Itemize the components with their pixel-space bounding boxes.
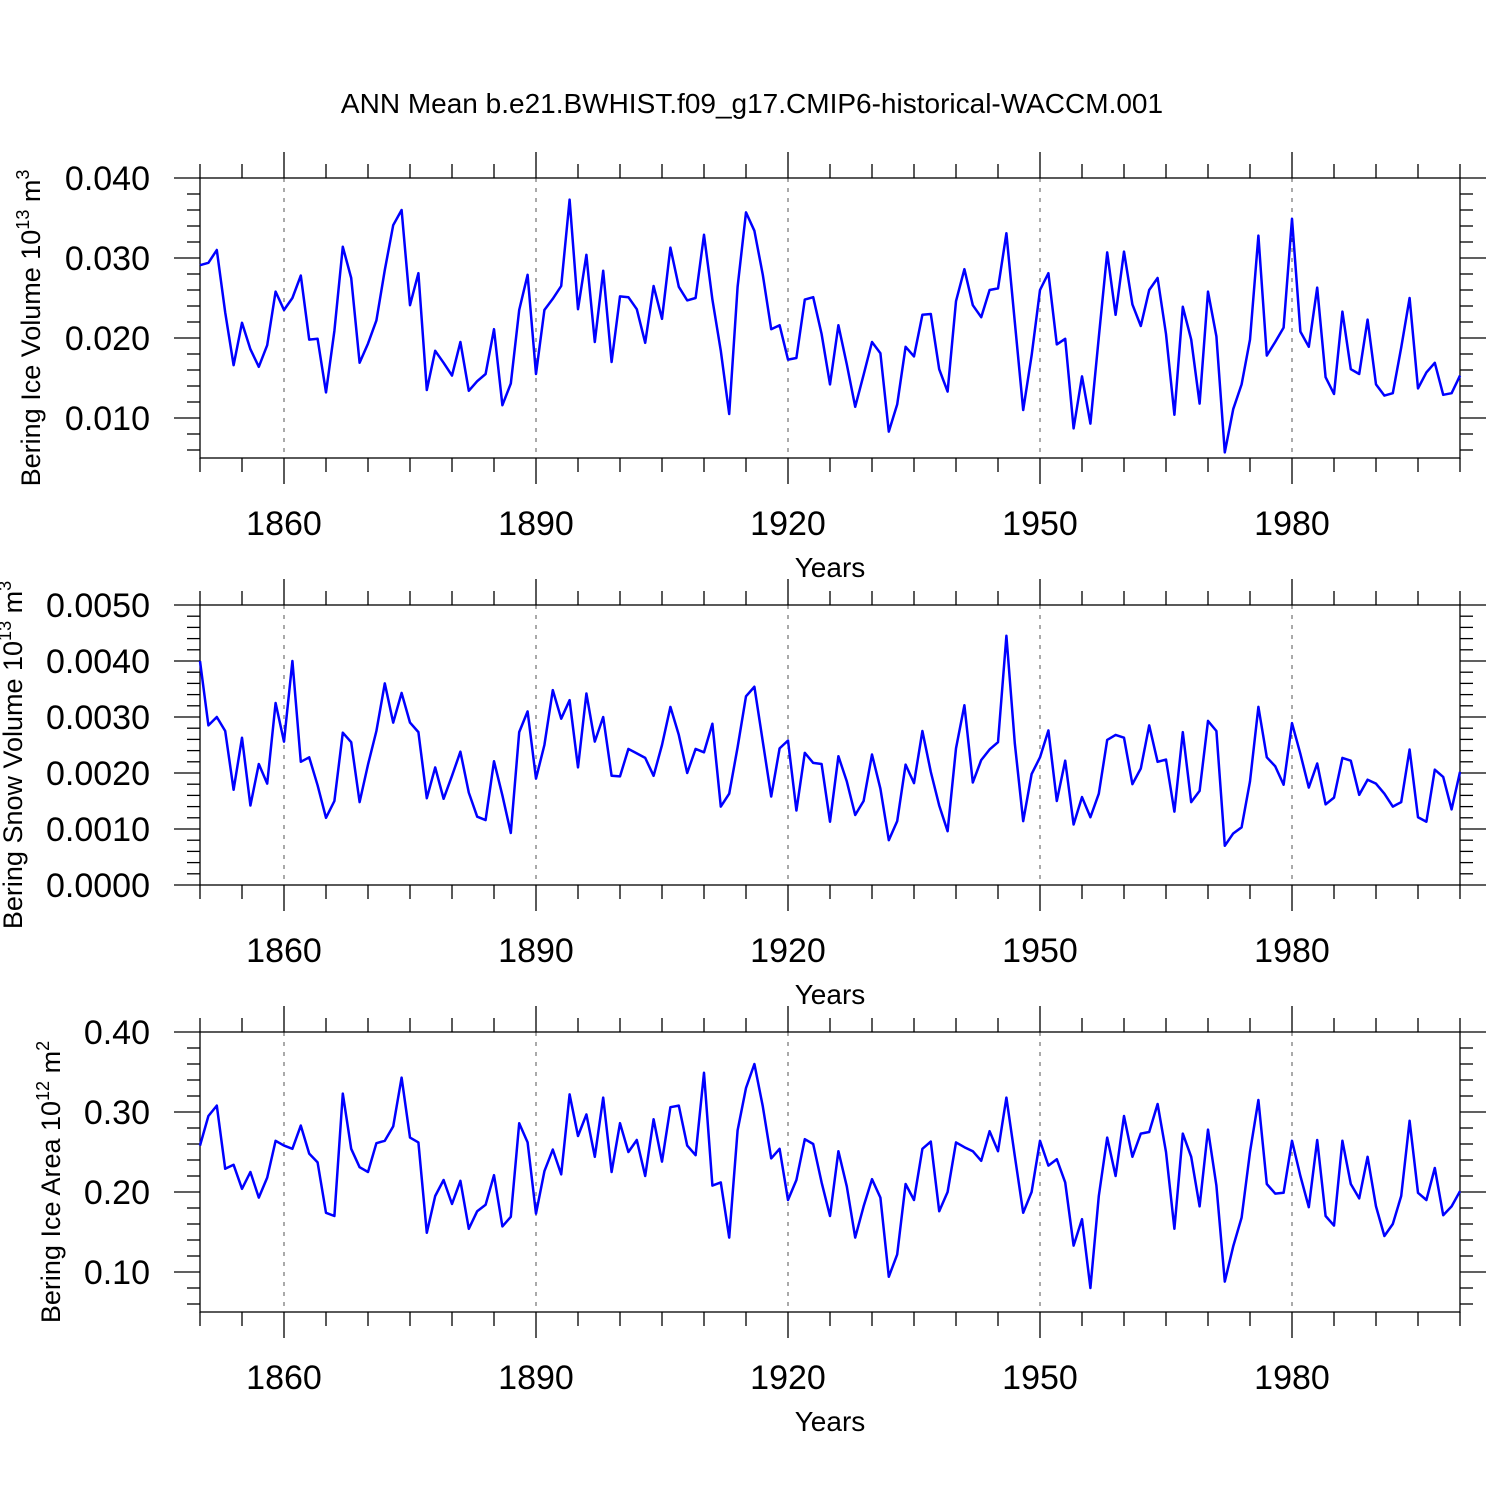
y-axis-label: Bering Snow Volume 1013 m3: [0, 581, 28, 929]
x-axis-label: Years: [795, 1406, 866, 1437]
y-tick-label: 0.0020: [46, 755, 150, 793]
plot-frame: [199, 177, 1461, 459]
y-tick-label: 0.0000: [46, 867, 150, 905]
panel-3: 0.10 0.20 0.30 0.40 1860 1890 1920 1950 1980 Year…: [33, 1006, 1486, 1437]
x-tick-label: 1920: [750, 505, 826, 543]
x-tick-label: 1950: [1002, 1359, 1078, 1397]
panel-1: 0.010 0.020 0.030 0.040 1860 1890 1920 1950 1980…: [13, 152, 1486, 583]
x-tick-label: 1860: [246, 932, 322, 970]
chart-title: ANN Mean b.e21.BWHIST.f09_g17.CMIP6-hist…: [341, 88, 1163, 119]
y-tick-label: 0.10: [84, 1254, 150, 1292]
x-tick-label: 1860: [246, 1359, 322, 1397]
plot-frame: [199, 1031, 1461, 1313]
x-tick-label: 1980: [1254, 1359, 1330, 1397]
y-tick-label: 0.030: [65, 240, 150, 278]
series-line-bering-snow-volume: [198, 634, 1462, 848]
panel-2: 0.0000 0.0010 0.0020 0.0030 0.0040 0.0050 1860…: [0, 579, 1486, 1010]
x-tick-label: 1890: [498, 932, 574, 970]
y-tick-label: 0.040: [65, 160, 150, 198]
x-tick-label: 1890: [498, 1359, 574, 1397]
y-tick-label: 0.0050: [46, 587, 150, 625]
y-tick-label: 0.20: [84, 1174, 150, 1212]
y-axis-label: Bering Ice Volume 1013 m3: [13, 170, 46, 487]
x-tick-label: 1920: [750, 1359, 826, 1397]
x-tick-label: 1980: [1254, 505, 1330, 543]
x-tick-label: 1980: [1254, 932, 1330, 970]
y-tick-label: 0.0030: [46, 699, 150, 737]
y-tick-label: 0.30: [84, 1094, 150, 1132]
x-axis-label: Years: [795, 979, 866, 1010]
x-tick-label: 1950: [1002, 505, 1078, 543]
y-tick-label: 0.010: [65, 400, 150, 438]
x-tick-label: 1890: [498, 505, 574, 543]
y-tick-label: 0.020: [65, 320, 150, 358]
y-axis-label: Bering Ice Area 1012 m2: [33, 1041, 66, 1323]
x-tick-label: 1920: [750, 932, 826, 970]
x-axis-label: Years: [795, 552, 866, 583]
y-tick-label: 0.0040: [46, 643, 150, 681]
series-line-bering-ice-area: [198, 1062, 1462, 1290]
x-tick-label: 1950: [1002, 932, 1078, 970]
y-tick-label: 0.0010: [46, 811, 150, 849]
plot-frame: [199, 604, 1461, 886]
y-tick-label: 0.40: [84, 1014, 150, 1052]
x-tick-label: 1860: [246, 505, 322, 543]
series-line-bering-ice-volume: [199, 198, 1462, 454]
